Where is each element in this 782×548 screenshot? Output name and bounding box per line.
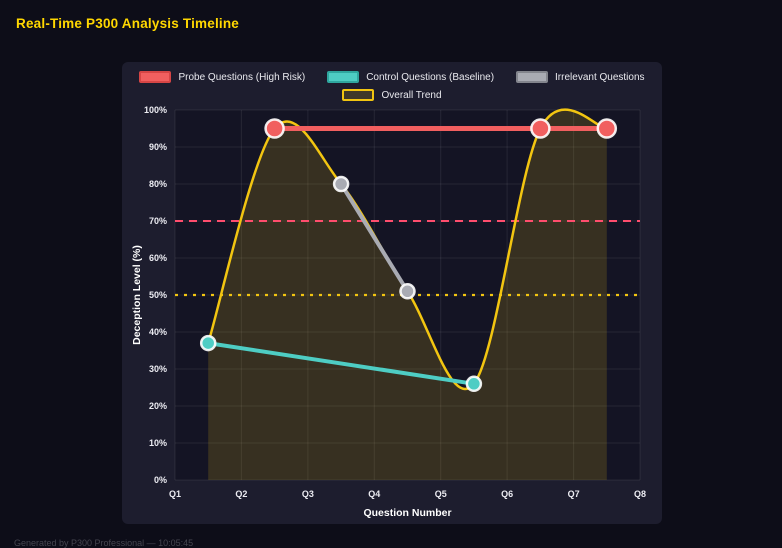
legend-swatch-icon — [327, 71, 360, 83]
x-tick-label: Q6 — [501, 489, 513, 499]
chart-panel: Probe Questions (High Risk) Control Quest… — [122, 62, 662, 524]
y-tick-label: 20% — [149, 401, 167, 411]
legend-label: Probe Questions (High Risk) — [178, 71, 306, 83]
p300-timeline-chart: 0% 10% 20% 30% 40% 50% 60% 70% 80% 90% 100% Q1 Q2 Q3 Q… — [131, 105, 646, 519]
chart-legend: Probe Questions (High Risk) Control Quest… — [122, 71, 662, 101]
legend-swatch-icon — [342, 89, 375, 101]
legend-swatch-icon — [516, 71, 549, 83]
x-tick-label: Q3 — [302, 489, 314, 499]
y-tick-label: 100% — [144, 105, 167, 115]
x-tick-label: Q2 — [235, 489, 247, 499]
y-tick-label: 30% — [149, 364, 167, 374]
data-point[interactable] — [399, 283, 416, 300]
legend-item-0[interactable]: Probe Questions (High Risk) — [139, 71, 305, 83]
y-tick-label: 40% — [149, 327, 167, 337]
y-tick-label: 50% — [149, 290, 167, 300]
data-point[interactable] — [264, 118, 285, 139]
legend-row: Overall Trend — [342, 89, 442, 101]
y-tick-label: 80% — [149, 179, 167, 189]
series-line — [206, 341, 476, 386]
y-tick-label: 60% — [149, 253, 167, 263]
legend-item-3[interactable]: Overall Trend — [342, 89, 442, 101]
legend-row: Probe Questions (High Risk) Control Quest… — [139, 71, 645, 83]
x-tick-label: Q5 — [435, 489, 447, 499]
data-point[interactable] — [465, 375, 483, 393]
y-tick-label: 90% — [149, 142, 167, 152]
y-tick-label: 0% — [154, 475, 167, 485]
x-tick-label: Q7 — [568, 489, 580, 499]
y-tick-label: 10% — [149, 438, 167, 448]
legend-item-1[interactable]: Control Questions (Baseline) — [327, 71, 494, 83]
data-point[interactable] — [332, 175, 350, 193]
legend-label: Control Questions (Baseline) — [366, 71, 495, 83]
data-point[interactable] — [596, 118, 618, 139]
footer-note: Generated by P300 Professional — 10:05:4… — [14, 538, 194, 548]
legend-swatch-icon — [139, 71, 172, 83]
x-axis-title: Question Number — [363, 507, 451, 519]
page-title: Real-Time P300 Analysis Timeline — [16, 16, 240, 31]
x-tick-label: Q8 — [634, 489, 646, 499]
y-tick-label: 70% — [149, 216, 167, 226]
y-axis-title: Deception Level (%) — [131, 245, 143, 345]
legend-item-2[interactable]: Irrelevant Questions — [516, 71, 645, 83]
legend-label: Overall Trend — [381, 89, 442, 101]
data-point[interactable] — [530, 118, 551, 139]
legend-label: Irrelevant Questions — [555, 71, 645, 83]
data-point[interactable] — [199, 334, 217, 352]
series-line — [339, 182, 410, 294]
x-tick-label: Q4 — [368, 489, 380, 499]
x-tick-label: Q1 — [169, 489, 181, 499]
